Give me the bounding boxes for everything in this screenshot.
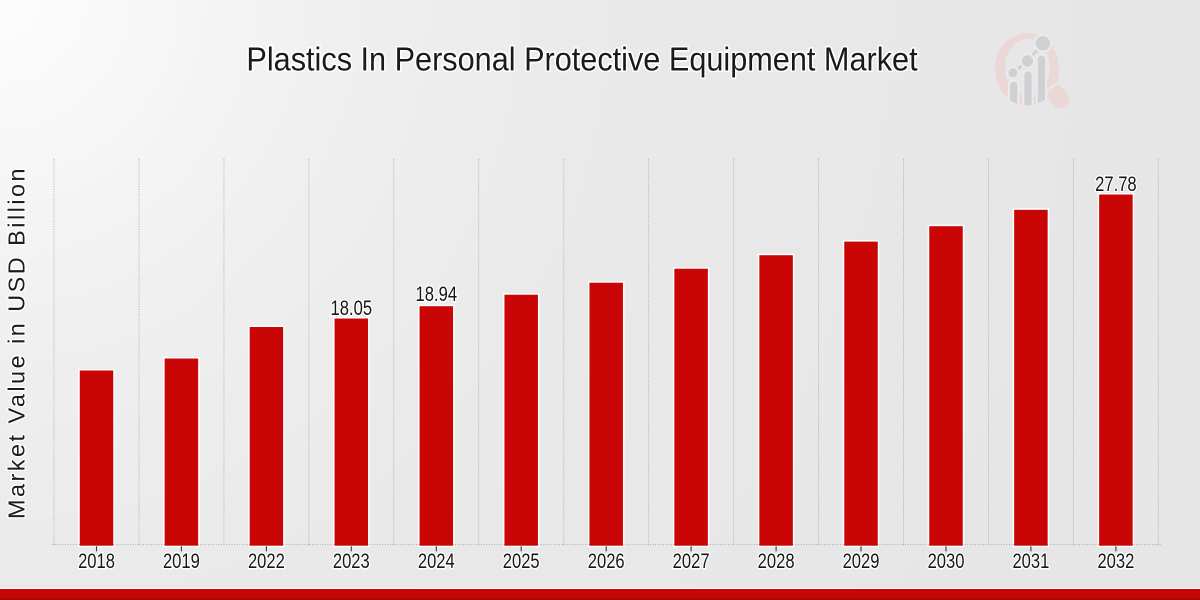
svg-text:2019: 2019 <box>163 550 200 573</box>
svg-text:2029: 2029 <box>843 550 880 573</box>
svg-text:2022: 2022 <box>248 550 285 573</box>
svg-text:2018: 2018 <box>78 550 115 573</box>
svg-text:2026: 2026 <box>588 550 625 573</box>
svg-text:2028: 2028 <box>758 550 795 573</box>
svg-text:2025: 2025 <box>503 550 540 573</box>
svg-text:18.05: 18.05 <box>331 297 372 320</box>
svg-text:2030: 2030 <box>928 550 965 573</box>
svg-text:2031: 2031 <box>1012 550 1049 573</box>
svg-text:2032: 2032 <box>1097 550 1134 573</box>
svg-text:2023: 2023 <box>333 550 370 573</box>
svg-text:Market Value in USD Billion: Market Value in USD Billion <box>4 166 30 519</box>
svg-text:Plastics In Personal Protectiv: Plastics In Personal Protective Equipmen… <box>246 40 917 78</box>
svg-text:27.78: 27.78 <box>1095 173 1136 196</box>
svg-text:2024: 2024 <box>418 550 455 573</box>
svg-text:2027: 2027 <box>673 550 710 573</box>
svg-text:18.94: 18.94 <box>416 283 457 306</box>
